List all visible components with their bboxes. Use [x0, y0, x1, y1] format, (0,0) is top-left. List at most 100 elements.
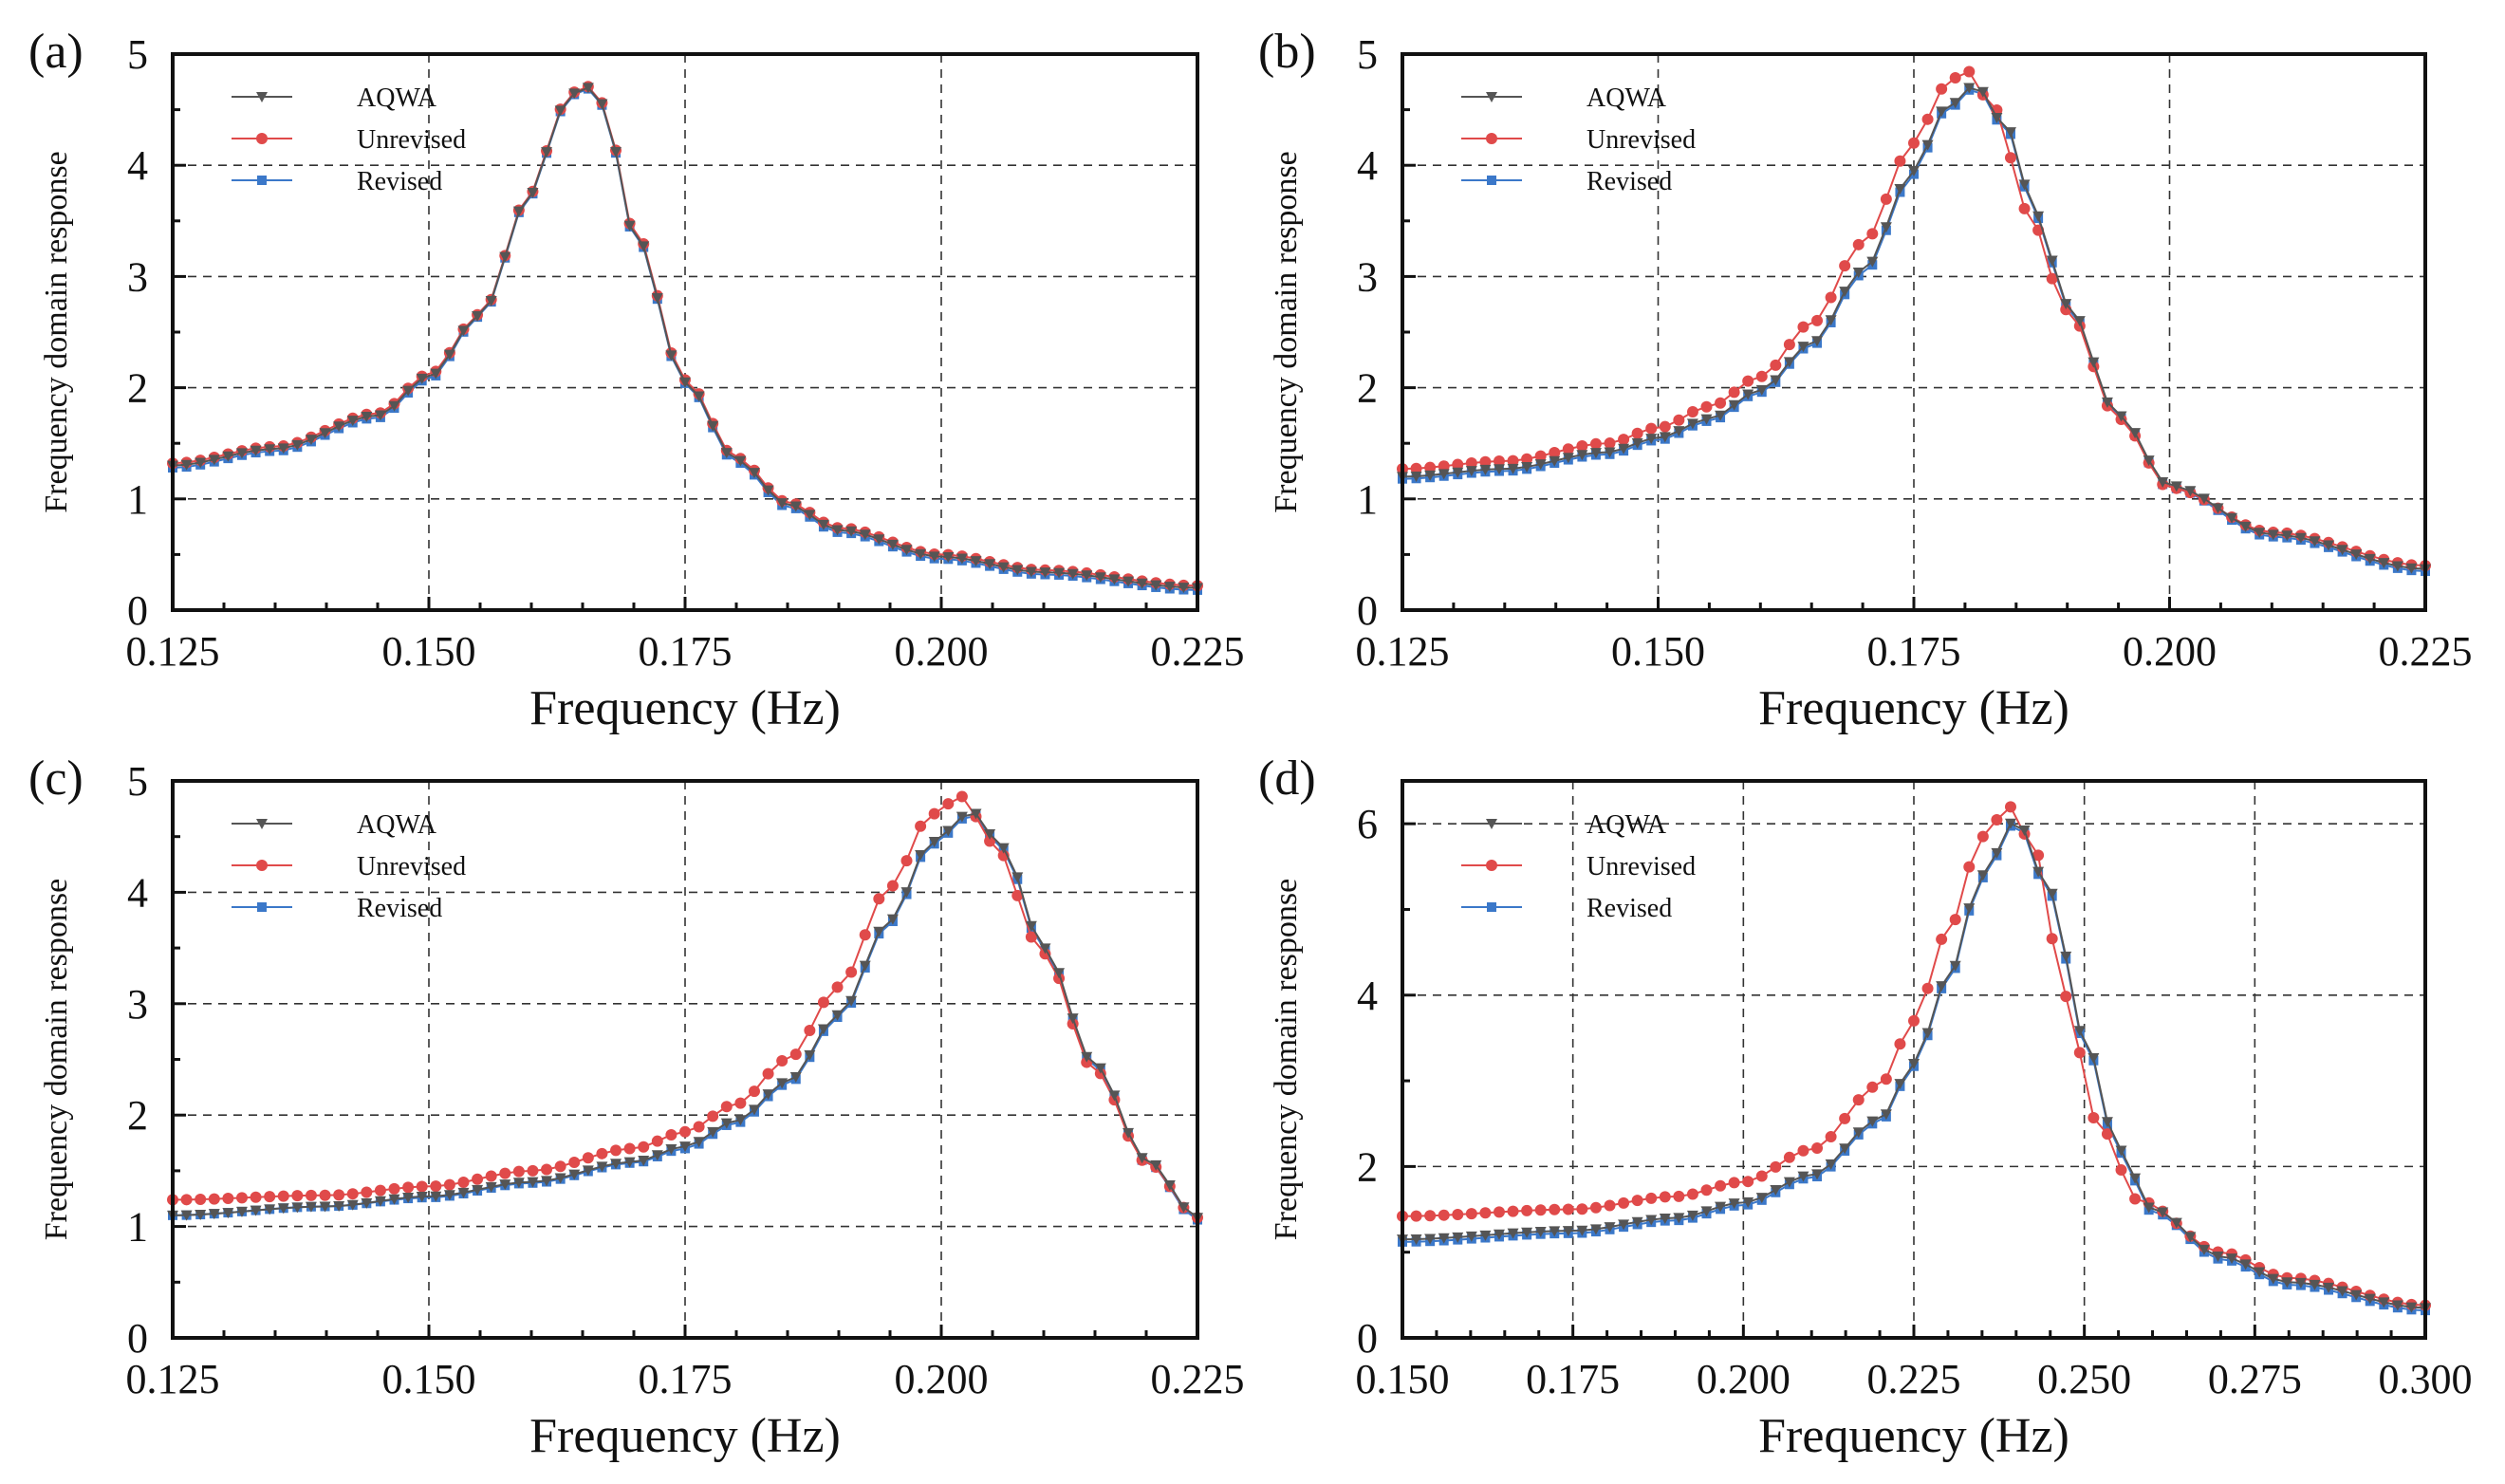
data-point: [430, 368, 442, 380]
y-tick-label: 0: [1357, 1315, 1378, 1362]
data-point: [485, 1181, 497, 1193]
data-point: [1936, 83, 1948, 95]
data-point: [512, 206, 525, 217]
data-point: [2143, 1202, 2155, 1214]
data-point: [250, 1191, 262, 1203]
data-point: [942, 798, 955, 810]
data-point: [388, 400, 400, 412]
legend-label: Revised: [1586, 894, 1672, 923]
data-point: [873, 893, 885, 905]
y-tick-label: 3: [1357, 253, 1378, 300]
legend-label: AQWA: [1586, 810, 1667, 840]
data-point: [2004, 818, 2016, 829]
data-point: [1949, 72, 1961, 84]
data-point: [1949, 960, 1961, 972]
data-point: [222, 451, 234, 462]
data-point: [623, 1142, 636, 1155]
data-point: [1811, 1169, 1824, 1180]
data-point: [1562, 443, 1574, 455]
data-point: [610, 146, 622, 158]
data-point: [1549, 1203, 1561, 1215]
data-point: [512, 1178, 525, 1189]
plot-frame: [1401, 52, 2427, 612]
data-point: [333, 421, 345, 433]
data-point: [1894, 184, 1906, 195]
data-point: [831, 1010, 844, 1021]
data-point: [443, 1178, 455, 1191]
data-point: [1562, 453, 1574, 464]
data-point: [1770, 1160, 1782, 1173]
y-tick-label: 3: [127, 253, 148, 300]
data-point: [2018, 202, 2031, 214]
y-tick-label: 2: [127, 1092, 148, 1139]
data-point: [1562, 1203, 1574, 1215]
data-point: [2405, 563, 2418, 574]
data-point: [499, 251, 511, 263]
data-point: [1866, 1081, 1879, 1093]
data-point: [2281, 530, 2293, 542]
series-aqwa: [1397, 83, 2431, 575]
data-point: [250, 1205, 262, 1216]
data-point: [1839, 287, 1851, 298]
data-point: [1549, 455, 1561, 467]
data-point: [1659, 432, 1671, 443]
data-point: [900, 855, 913, 867]
data-point: [1949, 914, 1961, 926]
data-point: [1604, 1222, 1616, 1234]
legend-marker: [256, 860, 268, 871]
data-point: [264, 1191, 276, 1203]
series-aqwa: [167, 83, 1203, 594]
legend-label: Revised: [1586, 167, 1672, 196]
x-tick-label: 0.200: [1697, 1356, 1791, 1402]
data-point: [1852, 267, 1865, 278]
data-point: [1659, 420, 1671, 433]
data-point: [2226, 512, 2238, 524]
data-point: [1811, 314, 1824, 326]
data-point: [568, 1169, 581, 1180]
data-point: [693, 391, 705, 402]
data-point: [2046, 272, 2058, 285]
legend-label: Unrevised: [1586, 125, 1696, 155]
data-point: [886, 539, 899, 550]
data-point: [2129, 428, 2142, 439]
data-point: [886, 880, 899, 892]
data-point: [1604, 1199, 1616, 1212]
data-point: [1094, 1063, 1106, 1074]
y-tick-label: 1: [127, 1204, 148, 1251]
data-point: [2157, 477, 2169, 489]
data-point: [1963, 903, 1976, 915]
data-point: [277, 1190, 289, 1202]
plot-frame: [1401, 779, 2427, 1340]
data-point: [416, 1192, 428, 1203]
data-point: [1438, 1233, 1450, 1244]
chart-panel-a: 0.125 0.150 0.175 0.200 0.225 0 1 2 3 4 5 Frequency…: [28, 25, 1245, 735]
data-point: [915, 850, 927, 862]
data-point: [2101, 1128, 2113, 1141]
data-point: [2101, 397, 2113, 408]
panel-label: (b): [1258, 25, 1316, 79]
data-point: [707, 1110, 719, 1122]
data-point: [1534, 1226, 1547, 1237]
data-point: [2157, 1207, 2169, 1218]
data-point: [1991, 813, 2003, 825]
data-point: [707, 420, 719, 432]
data-point: [970, 808, 982, 820]
data-point: [928, 551, 940, 563]
data-point: [1465, 456, 1477, 469]
data-point: [319, 1201, 331, 1213]
data-point: [1976, 86, 1989, 98]
data-point: [2391, 561, 2403, 572]
x-tick-label: 0.250: [2037, 1356, 2131, 1402]
data-point: [1866, 1116, 1879, 1127]
data-point: [610, 1144, 622, 1157]
x-tick-label: 0.225: [1151, 1356, 1245, 1402]
legend-label: Unrevised: [357, 125, 466, 155]
data-point: [457, 1187, 470, 1198]
data-point: [1825, 1159, 1837, 1170]
data-point: [541, 1163, 553, 1176]
data-point: [1081, 570, 1093, 582]
data-point: [817, 1024, 829, 1035]
data-point: [2350, 1289, 2363, 1301]
data-point: [1576, 439, 1588, 452]
data-point: [2073, 316, 2086, 327]
